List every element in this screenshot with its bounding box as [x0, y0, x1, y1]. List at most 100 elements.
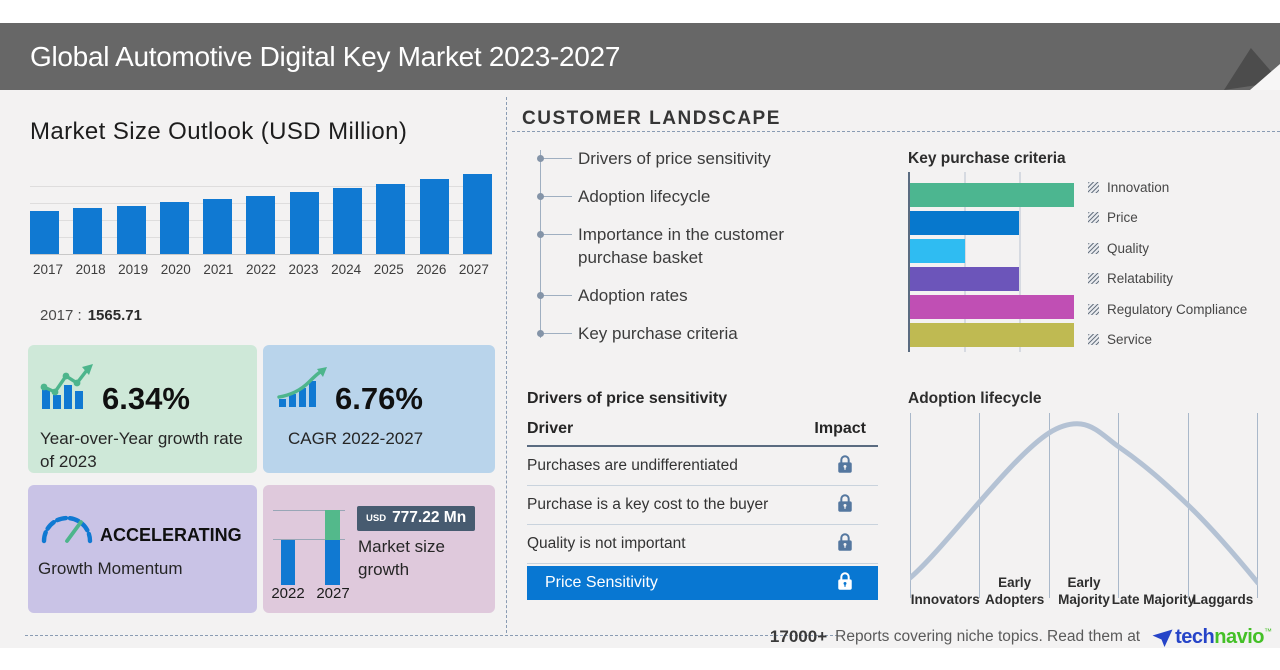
adoption-bell-curve [910, 421, 1258, 586]
market-size-bar-2019 [116, 206, 146, 254]
cagr-card: 6.76% CAGR 2022-2027 [263, 345, 495, 473]
kpc-legend-item-regulatory-compliance: Regulatory Compliance [1088, 294, 1247, 325]
stage-label: Laggards [1192, 592, 1254, 607]
stage-late-majority: Late Majority [1112, 413, 1195, 607]
market-size-year-label: 2021 [203, 262, 234, 277]
stage-label: Early Majority [1058, 575, 1110, 607]
kpc-bar-relatability [910, 267, 1020, 291]
kpc-legend-label: Price [1107, 210, 1138, 226]
growth-bar-2027-base [325, 540, 340, 585]
market-size-bar-2025 [376, 184, 406, 254]
growth-bar-2022 [281, 540, 295, 585]
momentum-label: Growth Momentum [38, 559, 183, 578]
market-size-year-label: 2017 [32, 262, 64, 277]
market-size-bar-2023 [289, 192, 319, 254]
customer-landscape-title: CUSTOMER LANDSCAPE [522, 108, 781, 129]
kpc-bar-price [910, 211, 1020, 235]
market-size-growth-card: 2022 2027 USD 777.22 Mn Market size grow… [263, 485, 495, 613]
hatch-swatch-icon [1088, 273, 1099, 285]
stage-label: Late Majority [1111, 592, 1196, 607]
market-size-year-label: 2026 [416, 262, 447, 277]
adoption-lifecycle-title: Adoption lifecycle [908, 390, 1042, 407]
market-size-year-label: 2019 [118, 262, 149, 277]
landscape-item-importance-in-the-customer-purchase-basket: Importance in the customer purchase bask… [536, 223, 830, 269]
market-size-year-labels: 2017 2018 2019 2020 2021 2022 2023 2024 2025 2026… [30, 262, 492, 277]
brand-tech: tech [1175, 625, 1215, 648]
stage-innovators: Innovators [910, 413, 980, 607]
market-size-bar-2024 [333, 188, 363, 254]
growth-momentum-card: ACCELERATING Growth Momentum [28, 485, 257, 613]
hatch-swatch-icon [1088, 242, 1099, 254]
kpc-legend-item-innovation: Innovation [1088, 172, 1247, 203]
market-size-year-label: 2027 [458, 262, 489, 277]
lock-icon [838, 493, 852, 512]
lock-icon [838, 571, 852, 590]
market-size-note: 2017 : 1565.71 [40, 307, 142, 324]
highlight-label: Price Sensitivity [545, 574, 658, 591]
market-size-year-label: 2018 [75, 262, 106, 277]
price-sensitivity-table: Driver Impact Purchases are undifferenti… [527, 420, 878, 600]
stage-label: Innovators [910, 592, 980, 607]
hatch-swatch-icon [1088, 181, 1099, 193]
key-purchase-criteria-plot [908, 172, 1074, 352]
driver-row-purchase-is-a-key-cost-to-the-buyer: Purchase is a key cost to the buyer [527, 486, 878, 525]
kpc-legend-label: Service [1107, 332, 1153, 348]
momentum-status: ACCELERATING [100, 525, 242, 545]
yoy-growth-card: 6.34% Year-over-Year growth rate of 2023 [28, 345, 257, 473]
column-divider [506, 97, 507, 633]
kpc-bar-service [910, 323, 1074, 347]
driver-text: Quality is not important [527, 535, 686, 552]
currency-label: USD [366, 512, 387, 524]
driver-text: Purchase is a key cost to the buyer [527, 496, 769, 513]
kpc-legend-label: Quality [1107, 240, 1150, 256]
cagr-label: CAGR 2022-2027 [288, 429, 424, 448]
footer-text: Reports covering niche topics. Read them… [835, 628, 1141, 645]
price-sensitivity-highlight-row: Price Sensitivity [527, 566, 878, 600]
growth-year-right: 2027 [316, 585, 350, 602]
kpc-legend-label: Relatability [1107, 271, 1174, 287]
kpc-legend-label: Regulatory Compliance [1107, 301, 1248, 317]
impact-lock [837, 454, 853, 479]
kpc-legend-item-price: Price [1088, 203, 1247, 234]
speedometer-icon [41, 515, 93, 544]
stage-label: Early Adopters [984, 575, 1045, 607]
growth-base-gridline [273, 539, 345, 540]
market-size-chart [30, 170, 492, 255]
market-size-year-label: 2020 [160, 262, 191, 277]
price-sensitivity-table-title: Drivers of price sensitivity [527, 390, 728, 407]
growth-curve-icon [277, 367, 327, 407]
growth-year-left: 2022 [271, 585, 305, 602]
landscape-item-drivers-of-price-sensitivity: Drivers of price sensitivity [536, 147, 830, 170]
market-size-bars [30, 170, 492, 254]
key-purchase-criteria-legend: Innovation Price Quality Relatability Regula… [1088, 172, 1247, 355]
market-size-bar-2018 [73, 208, 103, 254]
bar-chart-trend-icon [40, 364, 93, 409]
kpc-bar-regulatory-compliance [910, 295, 1074, 319]
technavio-logo-link[interactable]: tech navio ™ [1152, 626, 1272, 649]
stage-early-adopters: Early Adopters [979, 413, 1048, 607]
market-size-year-label: 2024 [331, 262, 362, 277]
kpc-legend-item-relatability: Relatability [1088, 264, 1247, 295]
yoy-growth-value: 6.34% [102, 381, 190, 416]
market-size-year-label: 2022 [245, 262, 276, 277]
lock-icon [838, 532, 852, 551]
driver-text: Purchases are undifferentiated [527, 457, 738, 474]
market-size-title: Market Size Outlook (USD Million) [30, 118, 408, 145]
market-size-bar-2021 [203, 199, 233, 254]
bottom-strip [0, 648, 1280, 670]
driver-row-quality-is-not-important: Quality is not important [527, 525, 878, 564]
table-header-row: Driver Impact [527, 420, 878, 447]
growth-amount-badge: USD 777.22 Mn [357, 506, 476, 531]
kpc-bar-innovation [910, 183, 1074, 207]
cagr-value: 6.76% [335, 381, 423, 416]
market-size-bar-2027 [462, 174, 492, 254]
trademark-mark: ™ [1264, 626, 1272, 636]
stage-early-majority: Early Majority [1048, 413, 1118, 607]
kpc-bar-quality [910, 239, 965, 263]
landscape-item-adoption-rates: Adoption rates [536, 284, 830, 307]
key-purchase-criteria-title: Key purchase criteria [908, 150, 1066, 167]
kpc-legend-label: Innovation [1107, 179, 1170, 195]
customer-landscape-spine [540, 150, 541, 338]
kpc-legend-item-quality: Quality [1088, 233, 1247, 264]
